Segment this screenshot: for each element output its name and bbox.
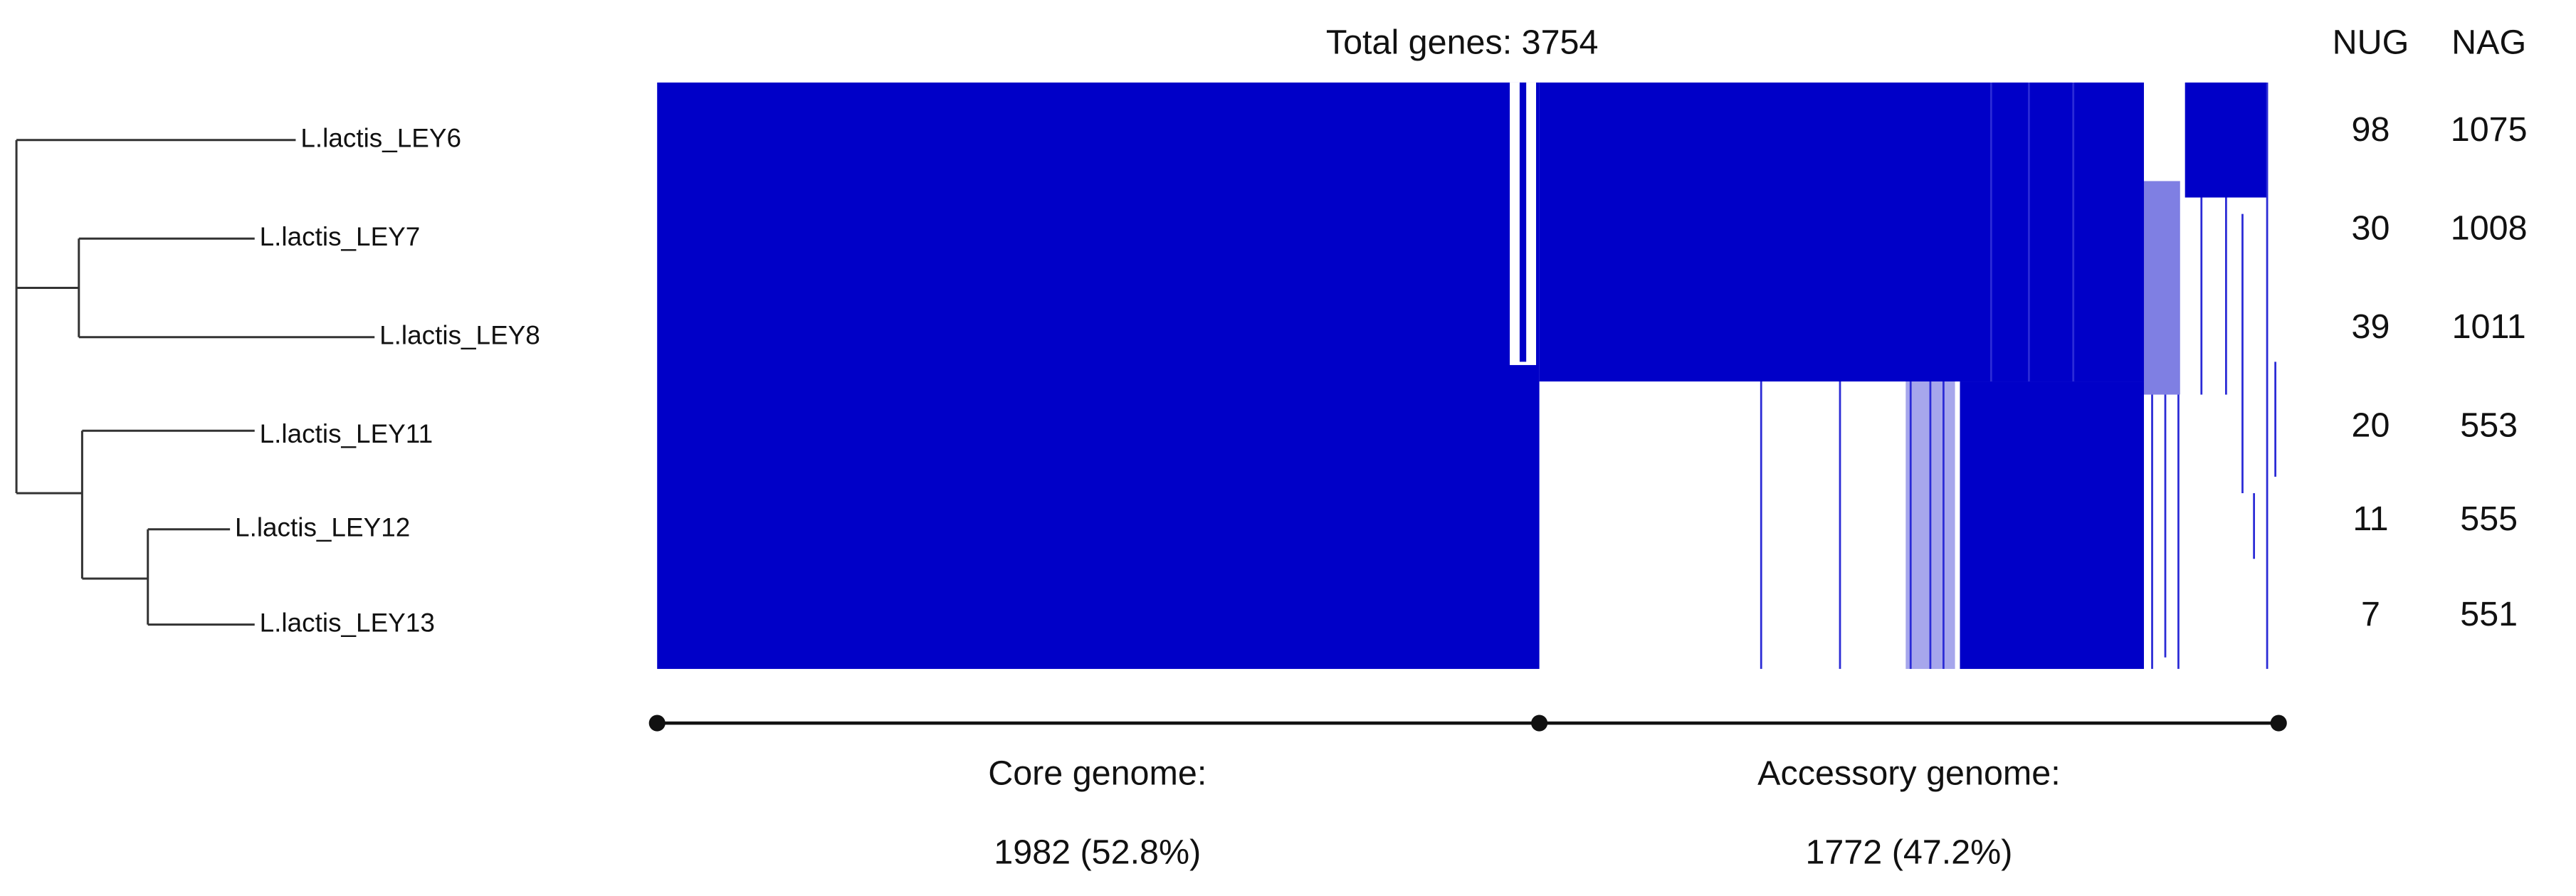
nag-value: 1011 [2452,307,2526,346]
strain-label: L.lactis_LEY11 [260,419,433,448]
genome-scale [648,715,2287,732]
phylogenetic-tree [15,139,375,626]
nag-value: 1075 [2451,110,2528,149]
core-value: 1982 (52.8%) [994,833,1201,872]
nag-value: 1008 [2451,209,2528,247]
title: Total genes: 3754 [1326,23,1599,62]
strain-label: L.lactis_LEY8 [379,320,540,349]
nag-value: 553 [2460,406,2518,444]
nag-value: 555 [2460,500,2518,538]
strain-label: L.lactis_LEY12 [235,512,410,542]
core-label: Core genome: [988,754,1206,793]
strain-label: L.lactis_LEY6 [300,123,461,152]
nag-value: 551 [2460,595,2518,633]
column-header: NUG [2333,23,2409,62]
nug-value: 11 [2352,500,2388,538]
nug-value: 98 [2352,110,2390,149]
nug-value: 39 [2352,307,2390,346]
nug-value: 7 [2361,595,2380,633]
nug-value: 20 [2352,406,2390,444]
accessory-label: Accessory genome: [1757,754,2061,793]
strain-label: L.lactis_LEY7 [260,222,421,251]
strain-label: L.lactis_LEY13 [260,608,435,637]
presence-matrix [657,82,2277,669]
accessory-value: 1772 (47.2%) [1805,833,2012,872]
nug-value: 30 [2352,209,2390,247]
column-header: NAG [2451,23,2526,62]
